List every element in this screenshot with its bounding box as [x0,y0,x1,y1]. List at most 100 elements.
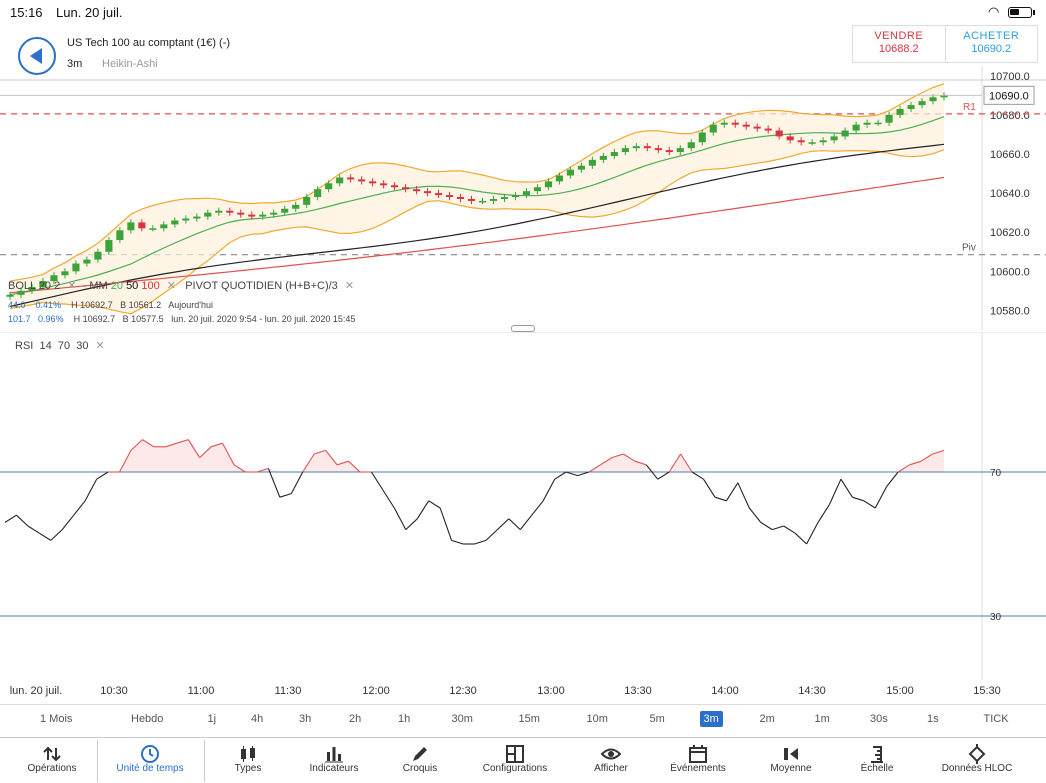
rsi-segment [828,478,842,505]
toolbar-operations-button[interactable]: Opérations [4,738,100,783]
rsi-chart[interactable]: 70 30 [0,332,1046,680]
timeframe-1h[interactable]: 1h [398,713,411,725]
rsi-segment [325,450,338,466]
rsi-segment [691,471,704,480]
rsi-label[interactable]: RSI [15,340,34,352]
timeframe-4h[interactable]: 4h [251,713,264,725]
sell-button[interactable]: VENDRE 10688.2 [853,26,946,62]
candle-body [6,294,14,297]
pct-today: 0.41% [35,300,62,310]
rsi-segment [783,525,796,534]
rsi-segment [554,471,567,480]
candle [391,182,399,191]
legend-row-today: 44.0 0.41% H 10692.7 B 10561.2 Aujourd'h… [8,300,213,310]
toolbar-scale-button[interactable]: Échelle [829,738,925,783]
bollinger-upper-line [9,83,945,282]
timeframe-2h[interactable]: 2h [349,713,362,725]
remove-pivot-icon[interactable]: ✕ [344,280,355,292]
candle [918,98,926,109]
price-tick-label: 10660.0 [990,149,1030,161]
candle [929,94,937,105]
toolbar-label: Opérations [27,763,77,774]
time-tick-label: 11:30 [275,685,302,697]
candle-body [720,122,728,125]
candle [434,189,443,199]
trade-box: VENDRE 10688.2 ACHETER 10690.2 [852,25,1038,63]
rsi-segment [393,507,407,530]
remove-mm-icon[interactable]: ✕ [166,280,177,292]
rsi-segment [16,514,29,527]
candle-body [314,189,322,198]
candle-body [423,191,432,194]
timeframe-1-mois[interactable]: 1 Mois [40,713,73,725]
toolbar-moyenne-button[interactable]: Moyenne [743,738,839,783]
toolbar-layout-button[interactable]: Configurations [467,738,563,783]
toolbar-candles-button[interactable]: Types [200,738,296,783]
timeframe-3m[interactable]: 3m [699,711,723,727]
legend-mm[interactable]: MM [89,280,108,292]
candle [643,143,651,152]
candle [874,119,882,126]
rsi-segment [302,453,315,473]
toolbar-crosshair-button[interactable]: Données HLOC [929,738,1025,783]
sell-label: VENDRE [874,30,924,42]
toolbar-calendar-button[interactable]: Événements [650,738,746,783]
remove-rsi-icon[interactable]: ✕ [95,340,105,352]
toolbar-pencil-button[interactable]: Croquis [372,738,468,783]
candle-body [160,224,168,229]
legend-pivot[interactable]: PIVOT QUOTIDIEN (H+B+C)/3 [185,280,338,292]
candle [544,178,552,191]
candle [127,219,135,234]
timeframe-30m[interactable]: 30m [451,713,473,725]
bars-icon [286,738,382,763]
pencil-icon [372,738,468,762]
timeframe-1m[interactable]: 1m [814,713,830,725]
timeframe-3h[interactable]: 3h [299,713,312,725]
candle-body [610,152,618,156]
back-button[interactable] [18,37,56,75]
rsi-legend: RSI 14 70 30 ✕ [15,339,105,352]
timeframe-tick[interactable]: TICK [983,713,1009,725]
rsi-segment [703,478,716,498]
rsi-segment [645,464,659,480]
change-today: 44.0 [8,300,26,310]
rsi-segment [370,471,384,491]
rsi-segment [668,453,682,473]
rsi-segment [382,489,395,509]
price-chart[interactable]: 10700.0 10680.0 10660.0 10640.0 10620.0 10600… [0,66,1046,330]
timeframe-hebdo[interactable]: Hebdo [131,713,164,725]
crosshair-icon [929,738,1025,764]
candle-body [753,126,761,129]
rsi-segment [806,522,819,545]
pane-splitter-handle[interactable] [511,325,535,332]
timeframe-15m[interactable]: 15m [518,713,540,725]
candle-body [918,101,926,106]
candle-body [808,142,816,144]
candle [500,193,509,203]
candle-body [830,136,838,141]
candle [478,197,487,205]
candle [336,174,344,187]
rsi-segment [279,493,292,498]
instrument-chart-type: Heikin-Ashi [102,58,158,70]
rsi-segment [290,471,304,494]
candle [841,127,849,140]
legend-boll[interactable]: BOLL [8,280,36,292]
remove-boll-icon[interactable]: ✕ [67,280,77,292]
timeframe-1s[interactable]: 1s [927,713,939,725]
candle [380,180,388,189]
timeframe-2m[interactable]: 2m [759,713,775,725]
candle-body [852,124,860,131]
candle-body [138,222,146,229]
buy-button[interactable]: ACHETER 10690.2 [946,26,1038,62]
timeframe-10m[interactable]: 10m [586,713,608,725]
mm50-line [9,143,945,308]
timeframe-5m[interactable]: 5m [649,713,665,725]
toolbar-clock-button[interactable]: Unité de temps [102,738,198,783]
candle [698,129,706,146]
timeframe-1j[interactable]: 1j [207,713,217,725]
toolbar-eye-button[interactable]: Afficher [563,738,659,783]
toolbar-bars-button[interactable]: Indicateurs [286,738,382,783]
price-tick-label: 10700.0 [990,71,1030,83]
timeframe-30s[interactable]: 30s [870,713,888,725]
